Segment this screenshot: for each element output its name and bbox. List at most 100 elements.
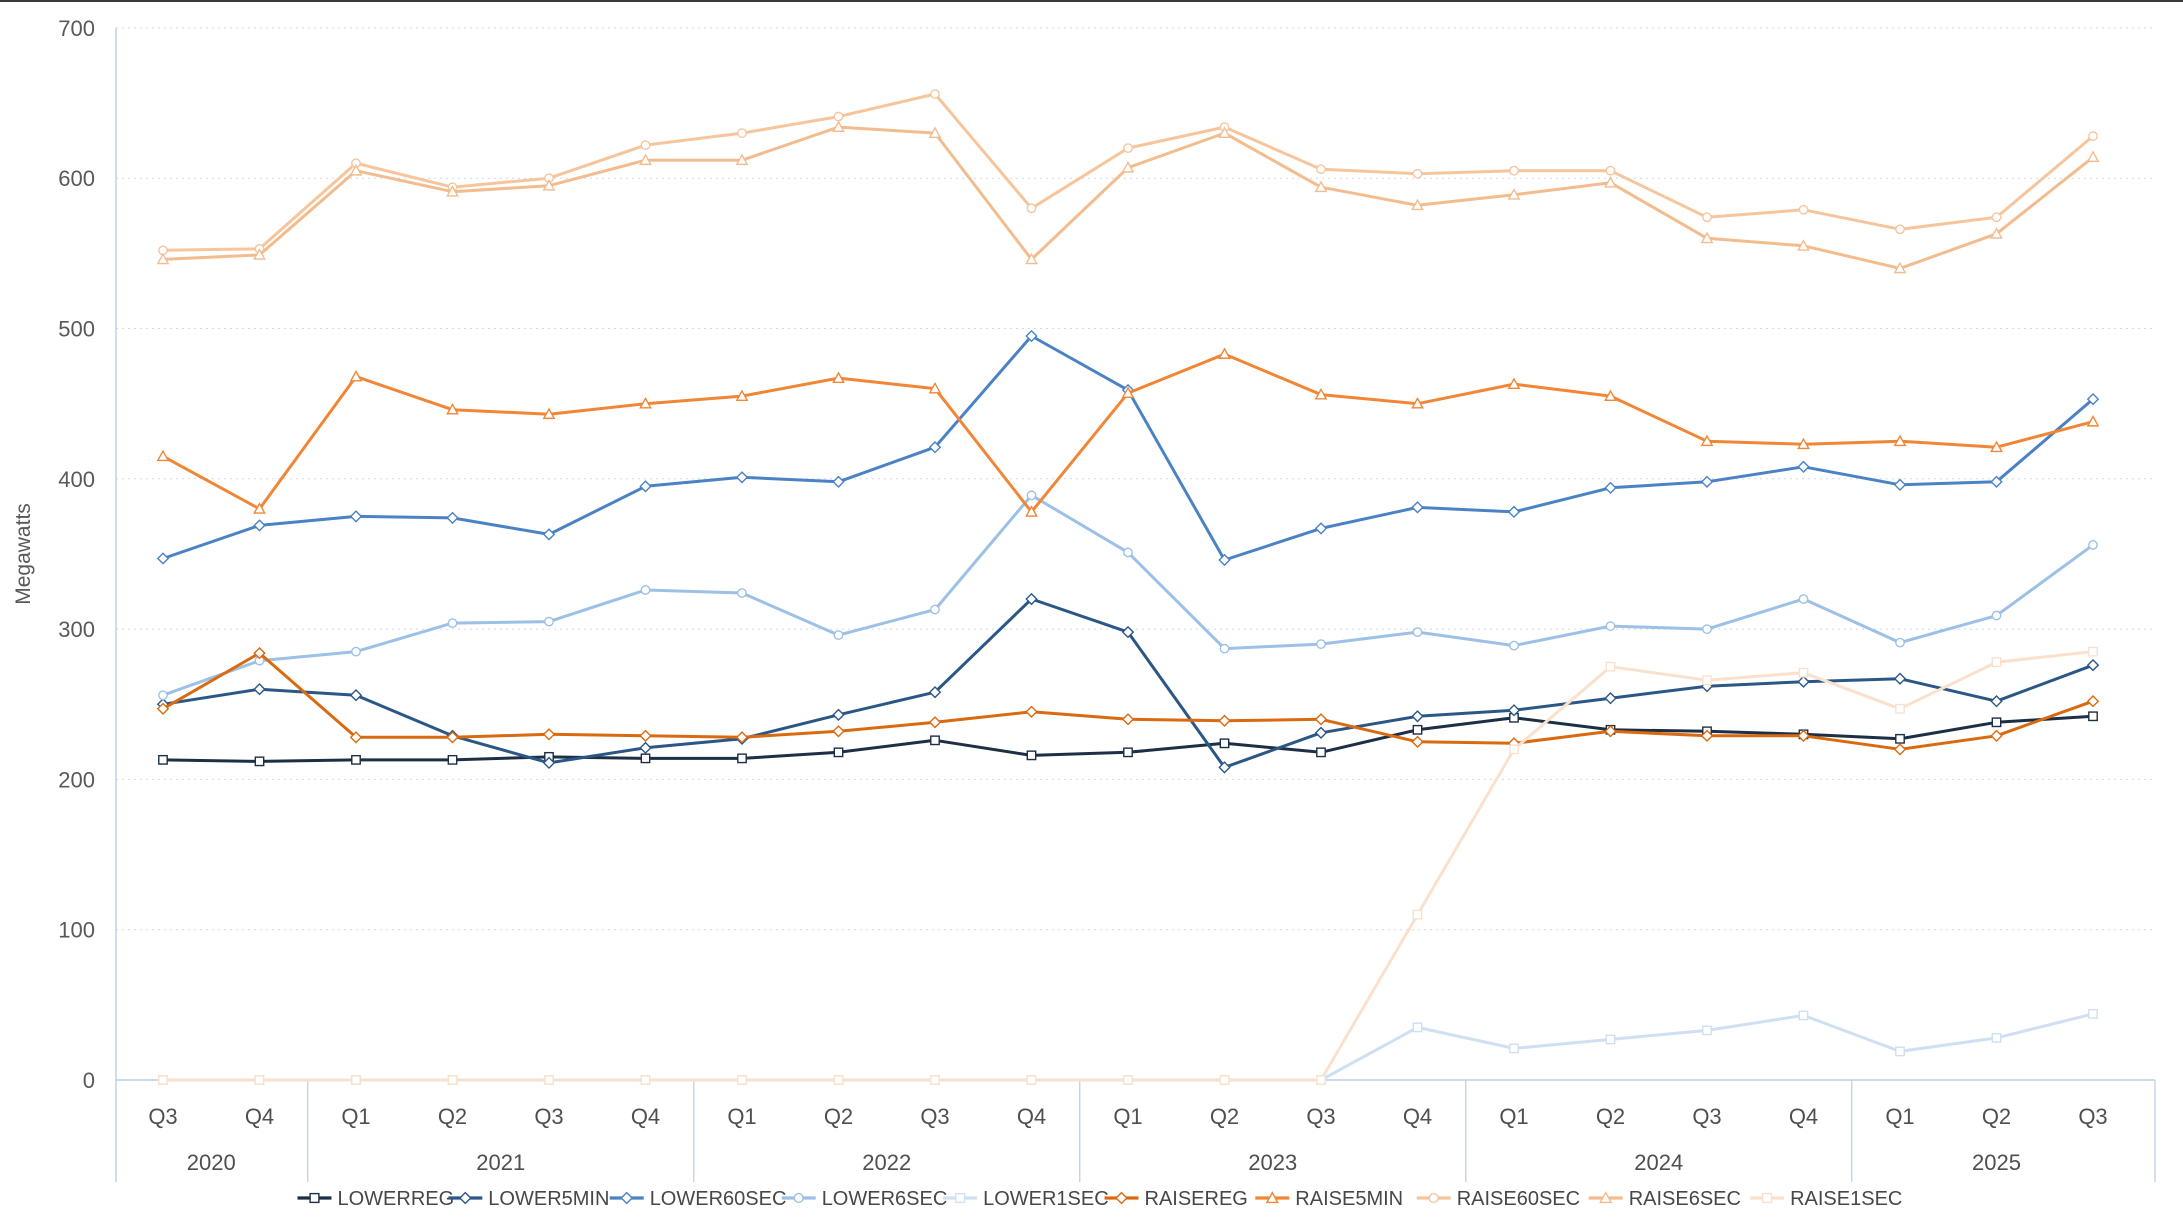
y-tick-label: 0 bbox=[83, 1068, 95, 1093]
data-point-marker bbox=[1121, 625, 1135, 639]
data-point-marker bbox=[1265, 1191, 1279, 1204]
data-point-marker bbox=[1509, 1043, 1519, 1054]
legend-item-raise6sec[interactable]: RAISE6SEC bbox=[1588, 1188, 1741, 1210]
data-point-marker bbox=[1314, 387, 1328, 400]
legend-item-lower1sec[interactable]: LOWER1SEC bbox=[943, 1188, 1109, 1210]
data-point-marker bbox=[1893, 478, 1907, 492]
data-point-marker bbox=[254, 756, 265, 767]
data-point-marker bbox=[1895, 703, 1905, 714]
data-point-marker bbox=[351, 754, 361, 765]
legend-item-raise60sec[interactable]: RAISE60SEC bbox=[1416, 1188, 1580, 1210]
data-point-marker bbox=[1412, 627, 1423, 638]
data-point-marker bbox=[1605, 621, 1616, 631]
data-point-marker bbox=[833, 747, 844, 758]
data-point-marker bbox=[1507, 505, 1521, 519]
data-point-marker bbox=[1605, 1034, 1616, 1045]
legend-item-lower5min[interactable]: LOWER5MIN bbox=[448, 1188, 609, 1210]
data-point-marker bbox=[2088, 131, 2098, 142]
data-point-marker bbox=[793, 1192, 804, 1204]
data-point-marker bbox=[1895, 733, 1905, 744]
data-point-marker bbox=[832, 120, 845, 132]
data-point-marker bbox=[1604, 481, 1617, 495]
x-quarter-label: Q1 bbox=[1113, 1104, 1142, 1129]
data-point-marker bbox=[156, 252, 170, 265]
data-point-marker bbox=[1991, 657, 2002, 668]
data-point-marker bbox=[1895, 1046, 1905, 1057]
data-point-marker bbox=[1893, 672, 1907, 685]
data-point-marker bbox=[640, 585, 651, 595]
data-point-marker bbox=[1411, 198, 1424, 211]
data-point-marker bbox=[156, 552, 170, 565]
legend-label: LOWER1SEC bbox=[983, 1188, 1109, 1210]
legend-label: LOWER60SEC bbox=[650, 1188, 787, 1210]
data-point-marker bbox=[832, 708, 845, 721]
data-point-marker bbox=[639, 153, 652, 166]
data-point-marker bbox=[1991, 1033, 2002, 1043]
data-point-marker bbox=[2086, 658, 2100, 672]
data-point-marker bbox=[735, 389, 749, 402]
data-point-marker bbox=[1797, 437, 1810, 450]
data-point-marker bbox=[2088, 540, 2098, 550]
x-year-label: 2020 bbox=[187, 1150, 236, 1175]
data-point-marker bbox=[253, 646, 266, 660]
legend-item-raisereg[interactable]: RAISEREG bbox=[1104, 1188, 1248, 1210]
data-point-marker bbox=[1990, 695, 2003, 708]
series-RAISE1SEC bbox=[158, 646, 2098, 1085]
data-point-marker bbox=[1314, 522, 1328, 535]
data-point-marker bbox=[349, 369, 363, 382]
legend-item-lower60sec[interactable]: LOWER60SEC bbox=[609, 1188, 787, 1210]
data-point-marker bbox=[1507, 377, 1521, 390]
data-point-marker bbox=[1599, 1191, 1613, 1204]
series-line-RAISE5MIN bbox=[161, 352, 2095, 514]
data-point-marker bbox=[446, 403, 459, 415]
data-point-marker bbox=[1316, 1075, 1326, 1085]
data-point-marker bbox=[1702, 624, 1712, 634]
data-point-marker bbox=[1025, 252, 1038, 265]
data-point-marker bbox=[639, 397, 652, 409]
x-year-label: 2024 bbox=[1634, 1150, 1683, 1175]
data-point-marker bbox=[1700, 231, 1714, 244]
y-tick-label: 300 bbox=[58, 617, 95, 642]
data-point-marker bbox=[1604, 725, 1617, 738]
legend-item-raise1sec[interactable]: RAISE1SEC bbox=[1750, 1188, 1902, 1210]
legend-item-lower6sec[interactable]: LOWER6SEC bbox=[781, 1188, 948, 1210]
data-point-marker bbox=[1428, 1192, 1439, 1204]
data-point-marker bbox=[930, 735, 940, 746]
data-point-marker bbox=[1702, 212, 1712, 223]
data-point-marker bbox=[1893, 743, 1907, 756]
data-point-marker bbox=[1991, 717, 2002, 728]
y-axis-title: Megawatts bbox=[12, 503, 35, 605]
legend-item-raise5min[interactable]: RAISE5MIN bbox=[1255, 1188, 1403, 1210]
data-point-marker bbox=[253, 502, 266, 514]
data-point-marker bbox=[458, 1191, 472, 1205]
data-point-marker bbox=[832, 725, 845, 738]
data-point-marker bbox=[1314, 726, 1328, 739]
series-RAISE5MIN bbox=[156, 347, 2100, 517]
data-point-marker bbox=[349, 689, 363, 702]
series-LOWER1SEC bbox=[158, 1008, 2098, 1085]
x-quarter-label: Q3 bbox=[920, 1104, 949, 1129]
legend-item-lowerreg[interactable]: LOWERREG bbox=[297, 1188, 455, 1210]
x-quarter-label: Q1 bbox=[1499, 1104, 1528, 1129]
data-point-marker bbox=[447, 1075, 458, 1085]
data-point-marker bbox=[542, 756, 556, 770]
data-point-marker bbox=[1990, 440, 2003, 453]
y-tick-label: 700 bbox=[58, 16, 95, 41]
data-point-marker bbox=[2088, 711, 2098, 722]
data-point-marker bbox=[1025, 592, 1038, 606]
data-point-marker bbox=[2088, 1008, 2098, 1019]
data-point-marker bbox=[1412, 724, 1423, 735]
x-quarter-label: Q4 bbox=[631, 1104, 660, 1129]
y-tick-label: 600 bbox=[58, 166, 95, 191]
data-point-marker bbox=[542, 528, 556, 541]
data-point-marker bbox=[833, 1075, 844, 1085]
data-point-marker bbox=[928, 381, 942, 394]
series-RAISE60SEC bbox=[158, 89, 2098, 256]
data-point-marker bbox=[928, 126, 942, 139]
data-point-marker bbox=[1990, 475, 2003, 488]
data-point-marker bbox=[1411, 397, 1424, 409]
data-point-marker bbox=[1316, 164, 1326, 175]
x-quarter-label: Q4 bbox=[1789, 1104, 1818, 1129]
data-point-marker bbox=[1121, 161, 1135, 173]
